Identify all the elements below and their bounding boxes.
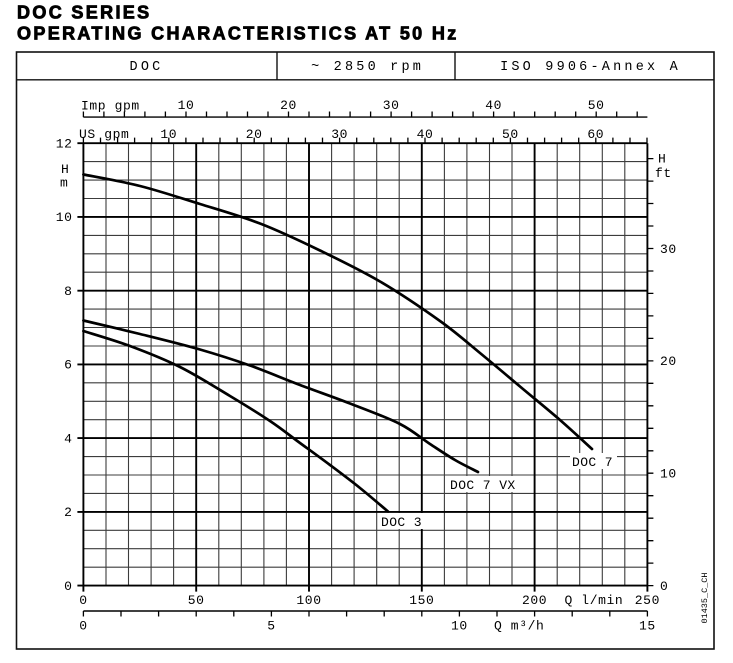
- svg-text:10: 10: [451, 619, 468, 634]
- svg-text:0: 0: [64, 579, 72, 594]
- svg-text:4: 4: [64, 431, 72, 446]
- svg-text:150: 150: [409, 593, 434, 608]
- svg-text:H: H: [61, 162, 69, 177]
- svg-text:m: m: [60, 176, 68, 191]
- svg-text:30: 30: [383, 98, 400, 113]
- svg-text:DOC 7: DOC 7: [572, 455, 613, 470]
- svg-text:30: 30: [660, 242, 677, 257]
- svg-text:40: 40: [417, 127, 434, 142]
- svg-text:12: 12: [56, 137, 73, 152]
- svg-text:Q l/min: Q l/min: [565, 593, 624, 608]
- svg-text:20: 20: [660, 354, 677, 369]
- svg-text:50: 50: [502, 127, 519, 142]
- svg-text:250: 250: [635, 593, 660, 608]
- svg-text:ft: ft: [655, 166, 672, 181]
- svg-text:100: 100: [296, 593, 321, 608]
- svg-text:20: 20: [280, 98, 297, 113]
- svg-text:01435_C_CH: 01435_C_CH: [700, 572, 710, 623]
- svg-text:Q m³/h: Q m³/h: [494, 619, 544, 634]
- svg-text:OPERATING CHARACTERISTICS AT 5: OPERATING CHARACTERISTICS AT 50 Hz: [17, 24, 459, 44]
- svg-text:DOC SERIES: DOC SERIES: [17, 3, 152, 23]
- svg-text:Imp gpm: Imp gpm: [81, 99, 140, 114]
- svg-text:30: 30: [331, 127, 348, 142]
- svg-text:200: 200: [522, 593, 547, 608]
- svg-text:20: 20: [246, 127, 263, 142]
- svg-text:10: 10: [178, 98, 195, 113]
- svg-text:10: 10: [56, 210, 73, 225]
- svg-text:10: 10: [160, 127, 177, 142]
- svg-text:6: 6: [64, 358, 72, 373]
- svg-text:US gpm: US gpm: [79, 127, 129, 142]
- svg-text:50: 50: [588, 98, 605, 113]
- svg-text:8: 8: [64, 284, 72, 299]
- svg-text:10: 10: [660, 467, 677, 482]
- svg-text:~ 2850 rpm: ~ 2850 rpm: [311, 60, 424, 75]
- svg-text:DOC: DOC: [130, 60, 164, 75]
- svg-text:2: 2: [64, 505, 72, 520]
- svg-text:H: H: [658, 152, 666, 167]
- svg-text:0: 0: [79, 619, 87, 634]
- svg-text:0: 0: [660, 579, 668, 594]
- svg-text:5: 5: [267, 619, 275, 634]
- svg-text:DOC 3: DOC 3: [381, 515, 422, 530]
- svg-text:40: 40: [485, 98, 502, 113]
- svg-text:50: 50: [188, 593, 205, 608]
- svg-text:ISO 9906-Annex A: ISO 9906-Annex A: [500, 60, 681, 75]
- svg-text:DOC 7 VX: DOC 7 VX: [450, 478, 516, 493]
- svg-text:60: 60: [587, 127, 604, 142]
- svg-text:0: 0: [79, 593, 87, 608]
- svg-text:15: 15: [639, 619, 656, 634]
